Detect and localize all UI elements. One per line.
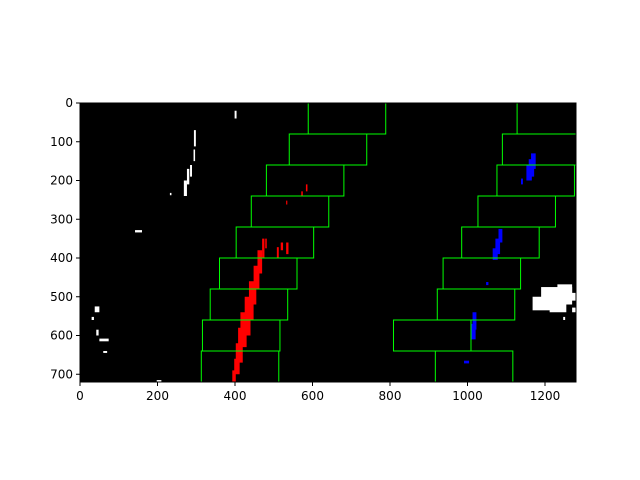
right-lane-pixel: [464, 360, 470, 364]
right-lane-pixel: [526, 165, 532, 181]
noise-pixel: [193, 130, 196, 147]
y-axis: 0 100 200 300 400 500 600 700: [50, 96, 80, 381]
y-tick-label: 300: [50, 212, 73, 226]
noise-pixel: [99, 338, 109, 342]
noise-pixel: [190, 165, 192, 177]
x-axis: 0 200 400 600 800 1000 1200: [76, 382, 560, 403]
noise-pixel: [91, 316, 94, 320]
left-lane-pixel: [238, 327, 247, 348]
plot-area: [80, 103, 576, 382]
noise-pixel: [572, 307, 576, 313]
noise-pixel: [563, 316, 566, 320]
noise-pixel: [94, 306, 100, 313]
left-lane-pixel: [305, 184, 308, 192]
noise-pixel: [558, 308, 562, 312]
left-lane-pixel: [257, 250, 263, 274]
left-lane-pixel: [234, 358, 240, 375]
x-tick-label: 600: [301, 389, 324, 403]
noise-pixel: [566, 292, 576, 301]
left-lane-pixel: [248, 281, 257, 305]
noise-pixel: [103, 351, 108, 353]
search-window: [434, 350, 514, 382]
right-lane-pixel: [486, 282, 489, 286]
left-lane-pixel: [240, 314, 244, 320]
y-tick-label: 600: [50, 329, 73, 343]
y-tick-label: 400: [50, 251, 73, 265]
search-window: [436, 288, 516, 321]
right-lane-pixel: [531, 153, 536, 169]
right-lane-pixel: [495, 238, 501, 255]
noise-pixel: [193, 149, 196, 162]
y-tick-label: 500: [50, 290, 73, 304]
noise-pixel: [234, 110, 237, 119]
x-tick-label: 800: [379, 389, 402, 403]
y-tick-label: 700: [50, 367, 73, 381]
noise-pixel: [549, 298, 567, 313]
left-lane-pixel: [235, 343, 243, 363]
left-lane-pixel: [244, 296, 254, 320]
left-lane-pixel: [246, 298, 249, 305]
right-lane-pixel: [492, 248, 498, 260]
noise-pixel: [183, 180, 187, 196]
noise-pixel: [169, 192, 172, 196]
plot-content: [91, 103, 576, 382]
left-lane-pixel: [240, 312, 251, 336]
left-lane-pixel: [262, 238, 265, 258]
x-tick-label: 1000: [452, 389, 483, 403]
right-lane-pixel: [472, 312, 477, 330]
left-lane-pixel: [301, 191, 303, 196]
x-tick-label: 400: [224, 389, 247, 403]
left-lane-pixel: [232, 370, 236, 382]
y-tick-label: 200: [50, 174, 73, 188]
left-lane-pixel: [265, 238, 267, 249]
noise-pixel: [156, 380, 162, 382]
right-lane-pixel: [498, 228, 503, 243]
left-lane-pixel: [253, 265, 260, 289]
noise-pixel: [135, 230, 142, 233]
left-lane-pixel: [280, 242, 284, 251]
search-window: [392, 319, 472, 352]
noise-pixel: [96, 329, 99, 336]
right-lane-pixel: [520, 178, 523, 185]
search-window: [200, 350, 280, 382]
left-lane-pixel: [286, 242, 289, 255]
right-lane-pixel: [471, 323, 476, 340]
y-tick-label: 100: [50, 135, 73, 149]
plot-frame: [79, 102, 577, 383]
y-tick-label: 0: [65, 96, 73, 110]
left-lane-pixel: [286, 200, 288, 205]
x-tick-label: 1200: [530, 389, 561, 403]
x-tick-label: 0: [76, 389, 84, 403]
noise-pixel: [186, 168, 190, 185]
x-tick-label: 200: [146, 389, 169, 403]
left-lane-pixel: [276, 247, 279, 258]
